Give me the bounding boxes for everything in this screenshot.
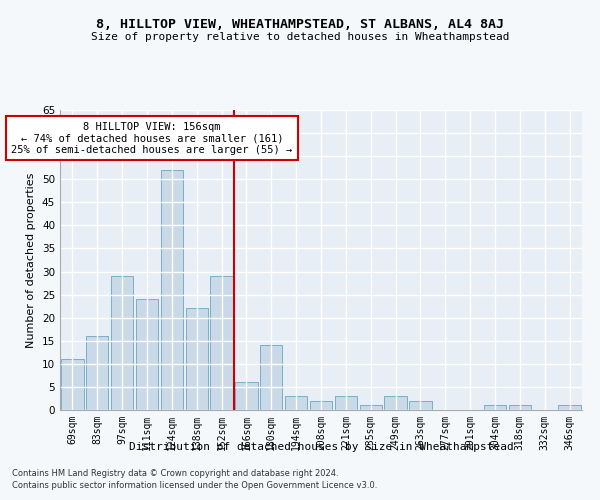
Bar (211, 276, 233, 410)
Bar (235, 382, 257, 410)
Text: Distribution of detached houses by size in Wheathampstead: Distribution of detached houses by size … (128, 442, 514, 452)
Text: 8 HILLTOP VIEW: 156sqm
← 74% of detached houses are smaller (161)
25% of semi-de: 8 HILLTOP VIEW: 156sqm ← 74% of detached… (11, 122, 293, 154)
Bar (359, 406, 382, 410)
Bar (509, 406, 531, 410)
Bar (260, 346, 283, 410)
Bar (335, 396, 357, 410)
Bar (310, 401, 332, 410)
Bar (484, 406, 506, 410)
Bar (409, 401, 431, 410)
Bar (86, 336, 109, 410)
Bar (161, 170, 183, 410)
Bar (385, 396, 407, 410)
Bar (559, 406, 581, 410)
Bar (136, 299, 158, 410)
Text: 8, HILLTOP VIEW, WHEATHAMPSTEAD, ST ALBANS, AL4 8AJ: 8, HILLTOP VIEW, WHEATHAMPSTEAD, ST ALBA… (96, 18, 504, 30)
Bar (111, 276, 133, 410)
Bar (185, 308, 208, 410)
Text: Contains HM Land Registry data © Crown copyright and database right 2024.: Contains HM Land Registry data © Crown c… (12, 468, 338, 477)
Y-axis label: Number of detached properties: Number of detached properties (26, 172, 37, 348)
Text: Size of property relative to detached houses in Wheathampstead: Size of property relative to detached ho… (91, 32, 509, 42)
Bar (61, 359, 83, 410)
Bar (285, 396, 307, 410)
Text: Contains public sector information licensed under the Open Government Licence v3: Contains public sector information licen… (12, 481, 377, 490)
